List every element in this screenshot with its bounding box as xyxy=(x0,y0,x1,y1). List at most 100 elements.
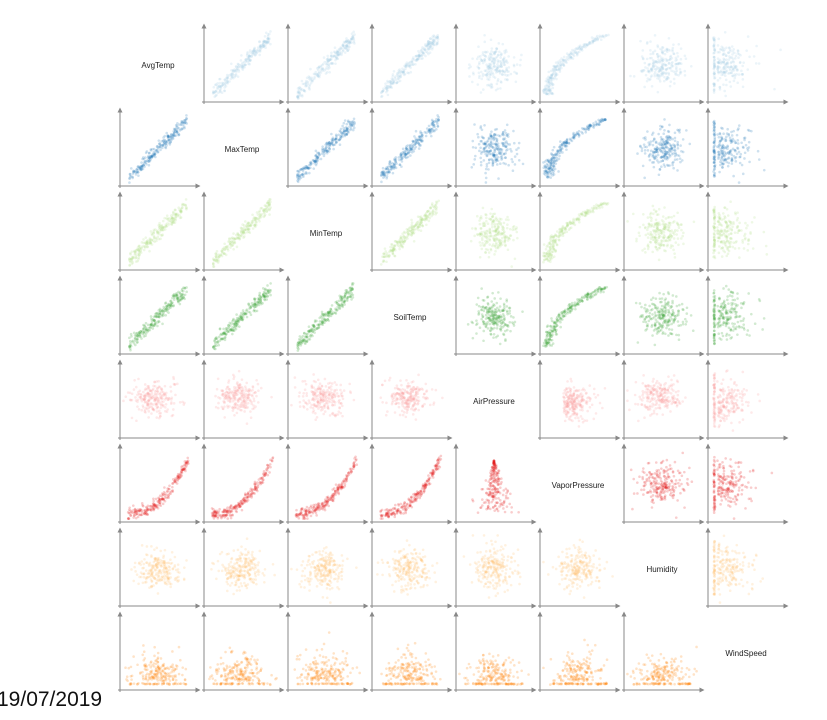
point xyxy=(477,71,481,75)
point xyxy=(489,218,493,221)
point xyxy=(396,77,400,80)
point xyxy=(268,37,271,40)
point xyxy=(713,49,717,53)
point xyxy=(713,151,717,154)
point xyxy=(146,323,150,327)
point xyxy=(649,231,653,234)
point xyxy=(515,63,519,66)
point xyxy=(250,54,253,58)
point xyxy=(545,83,549,86)
point xyxy=(729,221,733,224)
point xyxy=(236,75,240,78)
point xyxy=(314,70,318,74)
point xyxy=(671,221,675,224)
point xyxy=(644,66,647,69)
point xyxy=(494,50,498,54)
point xyxy=(143,165,146,168)
point xyxy=(487,251,491,254)
point xyxy=(713,256,717,260)
point xyxy=(235,67,239,71)
point xyxy=(426,215,430,218)
point xyxy=(716,228,720,232)
point xyxy=(495,139,499,142)
point xyxy=(646,236,650,239)
point xyxy=(170,302,174,305)
point xyxy=(640,149,644,153)
point xyxy=(427,47,431,51)
point xyxy=(303,89,306,93)
point xyxy=(307,86,311,90)
point xyxy=(672,160,675,164)
point xyxy=(666,243,669,247)
point xyxy=(729,71,733,75)
point xyxy=(712,88,716,92)
point xyxy=(545,92,549,96)
point xyxy=(258,291,262,295)
point xyxy=(239,234,243,238)
point xyxy=(726,214,730,217)
point xyxy=(383,173,387,177)
point xyxy=(423,130,427,134)
point xyxy=(327,63,331,66)
point xyxy=(551,148,555,152)
point xyxy=(546,175,549,179)
point xyxy=(225,81,229,84)
point xyxy=(267,40,270,43)
point xyxy=(503,144,507,147)
point xyxy=(676,146,680,150)
point xyxy=(252,48,256,51)
point xyxy=(173,208,177,212)
point xyxy=(577,133,580,136)
point xyxy=(657,221,661,224)
point xyxy=(549,163,553,166)
point xyxy=(722,60,725,63)
point xyxy=(728,80,732,84)
point xyxy=(762,230,766,234)
point xyxy=(381,166,385,170)
point xyxy=(550,76,553,80)
point xyxy=(218,85,222,88)
point xyxy=(163,138,167,142)
point xyxy=(322,154,326,158)
point xyxy=(315,66,319,70)
point xyxy=(177,133,180,137)
point xyxy=(505,123,509,127)
point xyxy=(324,67,327,71)
point xyxy=(137,256,141,260)
point xyxy=(391,73,395,76)
point xyxy=(247,57,250,60)
point xyxy=(237,63,240,66)
point xyxy=(162,305,166,309)
point xyxy=(751,247,755,250)
point xyxy=(495,127,499,131)
point xyxy=(431,210,435,213)
point xyxy=(743,232,747,236)
point xyxy=(304,167,307,170)
point xyxy=(636,152,639,155)
point xyxy=(216,91,220,94)
point xyxy=(149,230,153,233)
point xyxy=(246,55,250,59)
point xyxy=(581,132,584,135)
date: 19/07/2019 xyxy=(0,688,102,711)
point xyxy=(243,63,246,66)
point xyxy=(725,230,728,234)
point xyxy=(332,147,335,151)
point xyxy=(641,164,645,168)
point xyxy=(167,135,171,138)
point xyxy=(412,231,416,234)
point xyxy=(662,132,666,136)
point xyxy=(678,68,682,71)
point xyxy=(436,124,440,128)
point xyxy=(603,118,607,122)
point xyxy=(392,162,396,166)
point xyxy=(656,44,659,47)
point xyxy=(716,133,719,136)
point xyxy=(497,221,501,224)
point xyxy=(744,143,748,147)
point xyxy=(504,140,508,143)
point xyxy=(507,218,510,222)
point xyxy=(588,208,592,212)
point xyxy=(730,162,734,165)
point xyxy=(723,206,726,209)
